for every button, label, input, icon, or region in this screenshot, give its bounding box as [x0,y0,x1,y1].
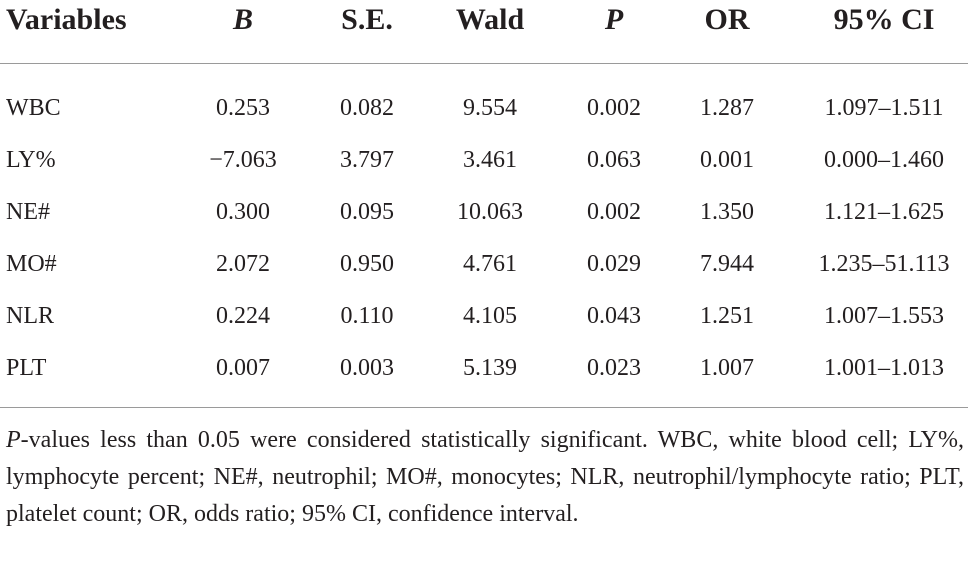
header-variables: Variables [6,3,127,36]
cell-ci: 1.121–1.625 [824,199,944,225]
cell-or: 1.251 [700,303,754,329]
cell-p: 0.043 [587,303,641,329]
cell-or: 1.287 [700,95,754,121]
cell-se: 0.095 [340,199,394,225]
cell-b: 0.007 [216,355,270,381]
footnote-p-label: P [6,427,21,453]
cell-wald: 3.461 [463,147,517,173]
cell-ci: 1.097–1.511 [824,95,944,121]
cell-ci: 1.235–51.113 [818,251,950,277]
table-footnote: P-values less than 0.05 were considered … [6,422,964,533]
cell-se: 0.003 [340,355,394,381]
header-se: S.E. [341,3,393,36]
cell-b: 0.300 [216,199,270,225]
header-wald: Wald [455,3,525,36]
cell-b: 0.253 [216,95,270,121]
table-top-rule [0,63,968,64]
cell-p: 0.002 [587,95,641,121]
cell-se: 0.110 [340,303,394,329]
cell-variable: MO# [6,251,57,277]
cell-variable: PLT [6,355,47,381]
cell-wald: 9.554 [463,95,517,121]
table-header-row: Variables B S.E. Wald P OR 95% CI [0,0,968,44]
cell-b: 2.072 [216,251,270,277]
cell-b: −7.063 [209,147,277,173]
header-ci: 95% CI [833,3,935,36]
cell-wald: 4.761 [463,251,517,277]
footnote-text: -values less than 0.05 were considered s… [6,427,964,527]
cell-ci: 0.000–1.460 [824,147,944,173]
cell-se: 3.797 [340,147,394,173]
header-p: P [604,3,624,36]
table-bottom-rule [0,407,968,408]
cell-p: 0.023 [587,355,641,381]
cell-se: 0.950 [340,251,394,277]
cell-p: 0.029 [587,251,641,277]
cell-variable: WBC [6,95,61,121]
cell-b: 0.224 [216,303,270,329]
table-row: MO# 2.072 0.950 4.761 0.029 7.944 1.235–… [0,248,968,288]
cell-or: 7.944 [700,251,754,277]
table-row: WBC 0.253 0.082 9.554 0.002 1.287 1.097–… [0,92,968,132]
cell-p: 0.063 [587,147,641,173]
cell-variable: NE# [6,199,50,225]
cell-wald: 5.139 [463,355,517,381]
cell-ci: 1.007–1.553 [824,303,944,329]
table-row: LY% −7.063 3.797 3.461 0.063 0.001 0.000… [0,144,968,184]
cell-wald: 10.063 [457,199,523,225]
table-row: PLT 0.007 0.003 5.139 0.023 1.007 1.001–… [0,352,968,392]
cell-or: 1.350 [700,199,754,225]
cell-or: 1.007 [700,355,754,381]
cell-ci: 1.001–1.013 [824,355,944,381]
table-row: NE# 0.300 0.095 10.063 0.002 1.350 1.121… [0,196,968,236]
cell-or: 0.001 [700,147,754,173]
cell-p: 0.002 [587,199,641,225]
header-or: OR [704,3,750,36]
table-row: NLR 0.224 0.110 4.105 0.043 1.251 1.007–… [0,300,968,340]
cell-variable: NLR [6,303,54,329]
cell-wald: 4.105 [463,303,517,329]
cell-variable: LY% [6,147,56,173]
header-b: B [232,3,254,36]
cell-se: 0.082 [340,95,394,121]
